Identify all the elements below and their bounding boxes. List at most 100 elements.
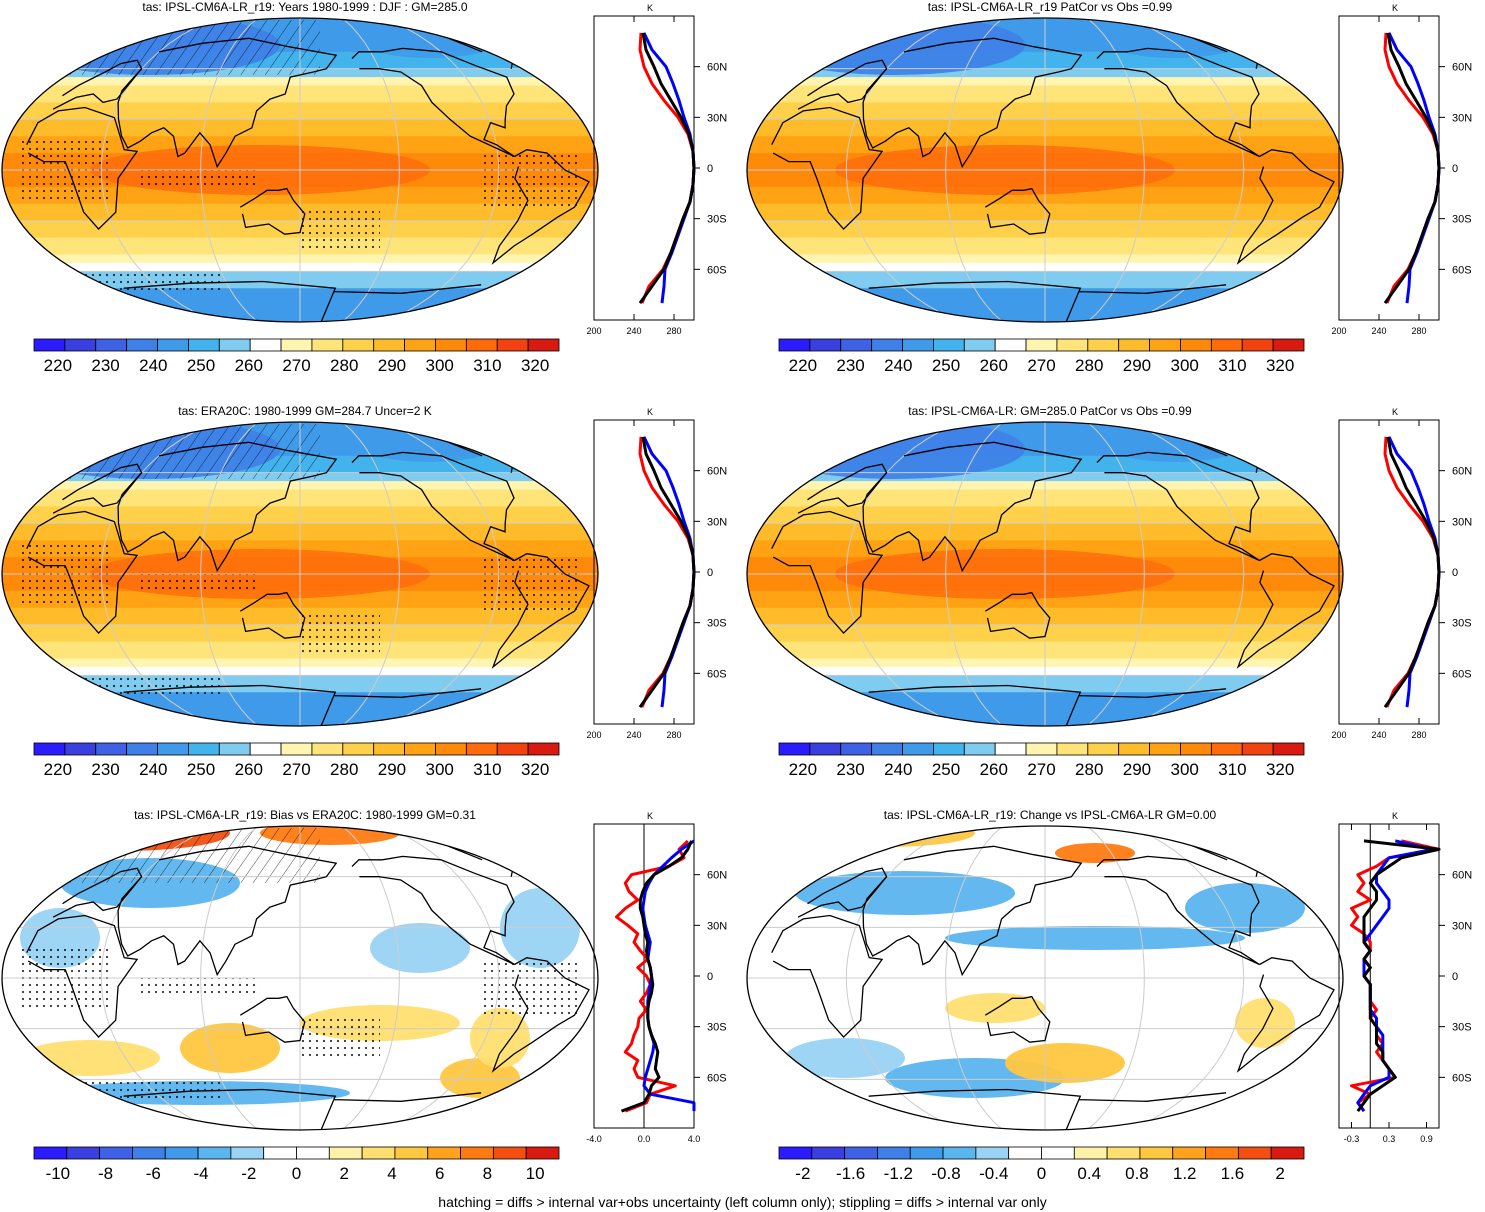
profile-y-tick-label: 60S xyxy=(1452,1072,1472,1084)
colorbar-label: 6 xyxy=(435,1164,444,1183)
colorbar-label: 0.4 xyxy=(1077,1164,1101,1183)
panel-title: tas: IPSL-CM6A-LR: GM=285.0 PatCor vs Ob… xyxy=(908,404,1192,418)
profile-y-tick-label: 30N xyxy=(707,112,727,124)
colorbar-swatch xyxy=(942,1146,977,1160)
coastline-australia xyxy=(239,187,306,235)
stippling xyxy=(140,574,260,594)
colorbar-swatch xyxy=(64,338,97,352)
coastline-australia xyxy=(984,187,1051,235)
colorbar-swatch xyxy=(460,1146,494,1160)
colorbar-swatch xyxy=(394,1146,429,1160)
colorbar-label: 1.6 xyxy=(1221,1164,1245,1183)
profile-x-tick-label: 240 xyxy=(1371,326,1386,336)
profile-series-mean xyxy=(638,436,696,708)
colorbar-swatch xyxy=(1056,742,1089,756)
colorbar-label: 240 xyxy=(139,356,167,375)
coastline-australia xyxy=(239,995,306,1043)
change-anomaly xyxy=(945,926,1245,950)
map-field xyxy=(2,18,598,322)
profile-unit-label: K xyxy=(647,407,653,417)
colorbar-label: 10 xyxy=(526,1164,545,1183)
profile-y-tick-label: 60S xyxy=(1452,264,1472,276)
map-border xyxy=(1,421,599,727)
colorbar-swatch xyxy=(157,338,189,352)
colorbar-swatch xyxy=(492,1146,527,1160)
colorbar: 220 230 240 250 260 270 280 290 300 310 320 xyxy=(33,742,560,779)
coastline-antarctica xyxy=(868,684,1227,726)
canada-cold xyxy=(1105,426,1245,462)
colorbar-swatch xyxy=(844,1146,878,1160)
coastline-samerica xyxy=(491,957,590,1073)
colorbar-swatch xyxy=(342,338,375,352)
zonal-profile: K -4.0 0.0 4.0 60N 30N 0 30S 60S xyxy=(586,811,727,1144)
colorbar-swatch xyxy=(1241,742,1274,756)
colorbar-swatch xyxy=(218,742,251,756)
colorbar-label: 290 xyxy=(378,760,406,779)
colorbar-swatch xyxy=(1106,1146,1141,1160)
colorbar-swatch xyxy=(33,1146,68,1160)
colorbar-swatch xyxy=(778,742,811,756)
panel-title: tas: IPSL-CM6A-LR_r19: Bias vs ERA20C: 1… xyxy=(134,808,476,822)
colorbar-swatch xyxy=(188,338,220,352)
colorbar-label: 280 xyxy=(1075,760,1103,779)
profile-y-tick-label: 30N xyxy=(707,516,727,528)
profile-y-tick-label: 30S xyxy=(707,1022,727,1034)
colorbar-swatch xyxy=(496,338,529,352)
profile-y-tick-label: 0 xyxy=(707,567,713,579)
colorbar-swatch xyxy=(1056,338,1089,352)
colorbar-swatch xyxy=(1180,338,1212,352)
colorbar-label: 250 xyxy=(187,356,215,375)
bias-anomaly xyxy=(370,923,470,973)
colorbar-swatch xyxy=(909,1146,944,1160)
change-anomaly xyxy=(795,871,1015,915)
colorbar-swatch xyxy=(132,1146,166,1160)
colorbar-swatch xyxy=(994,742,1027,756)
colorbar-label: -0.8 xyxy=(931,1164,960,1183)
profile-series-mean xyxy=(1383,436,1441,708)
stippling xyxy=(300,210,380,250)
colorbar-swatch xyxy=(218,338,251,352)
colorbar-label: 270 xyxy=(1027,356,1055,375)
coastline-europe xyxy=(797,867,888,918)
colorbar-swatch xyxy=(1118,742,1150,756)
colorbar-label: 290 xyxy=(378,356,406,375)
colorbar-label: -10 xyxy=(46,1164,71,1183)
coastline-europe xyxy=(797,463,888,514)
profile-y-tick-label: 0 xyxy=(1452,163,1458,175)
profile-x-tick-label: 240 xyxy=(626,326,641,336)
coastlines xyxy=(771,839,1335,1130)
colorbar-swatch xyxy=(99,1146,133,1160)
colorbar-swatch xyxy=(164,1146,199,1160)
colorbar-swatch xyxy=(249,742,282,756)
profile-x-tick-label: 200 xyxy=(1331,730,1346,740)
colorbar-label: 0.8 xyxy=(1125,1164,1149,1183)
profile-x-tick-label: 280 xyxy=(666,326,681,336)
profile-unit-label: K xyxy=(1392,3,1398,13)
profile-y-tick-label: 60N xyxy=(1452,870,1472,882)
colorbar-swatch xyxy=(1241,338,1274,352)
colorbar-label: 2 xyxy=(339,1164,348,1183)
panel-graphic: K -4.0 0.0 4.0 60N 30N 0 30S 60S -10 -8 -6 -4 -2 0 2 4 6 8… xyxy=(1,811,727,1183)
colorbar-label: -6 xyxy=(146,1164,161,1183)
coastline-africa xyxy=(26,106,139,231)
colorbar-swatch xyxy=(342,742,375,756)
profile-y-tick-label: 0 xyxy=(1452,567,1458,579)
map-field xyxy=(747,422,1343,726)
colorbar-label: 300 xyxy=(1170,356,1198,375)
colorbar-label: -1.2 xyxy=(884,1164,913,1183)
colorbar-swatch xyxy=(1210,742,1243,756)
colorbar-label: 230 xyxy=(836,356,864,375)
profile-series-mean xyxy=(638,32,696,304)
coastline-antarctica xyxy=(123,684,482,726)
map-border xyxy=(1,17,599,323)
profile-x-tick-label: 0.9 xyxy=(1420,1134,1433,1144)
colorbar-swatch xyxy=(64,742,97,756)
coastline-europe xyxy=(52,59,143,110)
profile-unit-label: K xyxy=(1392,811,1398,821)
panel-title: tas: IPSL-CM6A-LR_r19: Change vs IPSL-CM… xyxy=(883,808,1217,822)
coastline-antarctica xyxy=(868,280,1227,322)
change-anomaly xyxy=(795,826,975,847)
colorbar-label: -2 xyxy=(795,1164,810,1183)
colorbar-swatch xyxy=(778,338,811,352)
colorbar-swatch xyxy=(197,1146,232,1160)
